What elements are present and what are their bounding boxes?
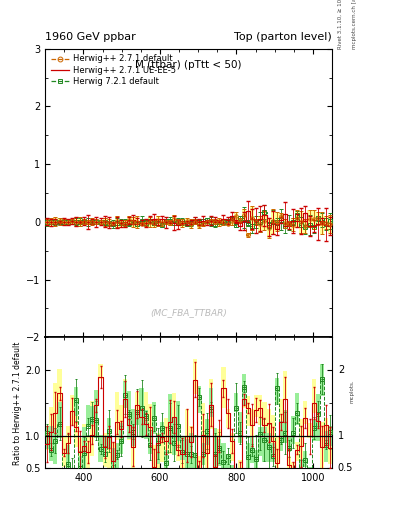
Text: 1960 GeV ppbar: 1960 GeV ppbar: [45, 32, 136, 42]
Text: (MC_FBA_TTBAR): (MC_FBA_TTBAR): [150, 308, 227, 317]
Text: mcplots.: mcplots.: [350, 379, 354, 403]
Y-axis label: Ratio to Herwig++ 2.7.1 default: Ratio to Herwig++ 2.7.1 default: [13, 341, 22, 464]
Text: 1: 1: [338, 431, 344, 441]
Text: M (ttbar) (pTtt < 50): M (ttbar) (pTtt < 50): [136, 60, 242, 70]
Text: 2: 2: [338, 365, 344, 375]
Text: Top (parton level): Top (parton level): [234, 32, 332, 42]
Text: mcplots.cern.ch [arXiv:1306.3436]: mcplots.cern.ch [arXiv:1306.3436]: [352, 0, 357, 49]
Text: Rivet 3.1.10, ≥ 100k events: Rivet 3.1.10, ≥ 100k events: [338, 0, 343, 49]
Text: 0.5: 0.5: [338, 463, 353, 474]
Legend: Herwig++ 2.7.1 default, Herwig++ 2.7.1 UE-EE-5, Herwig 7.2.1 default: Herwig++ 2.7.1 default, Herwig++ 2.7.1 U…: [50, 53, 177, 88]
